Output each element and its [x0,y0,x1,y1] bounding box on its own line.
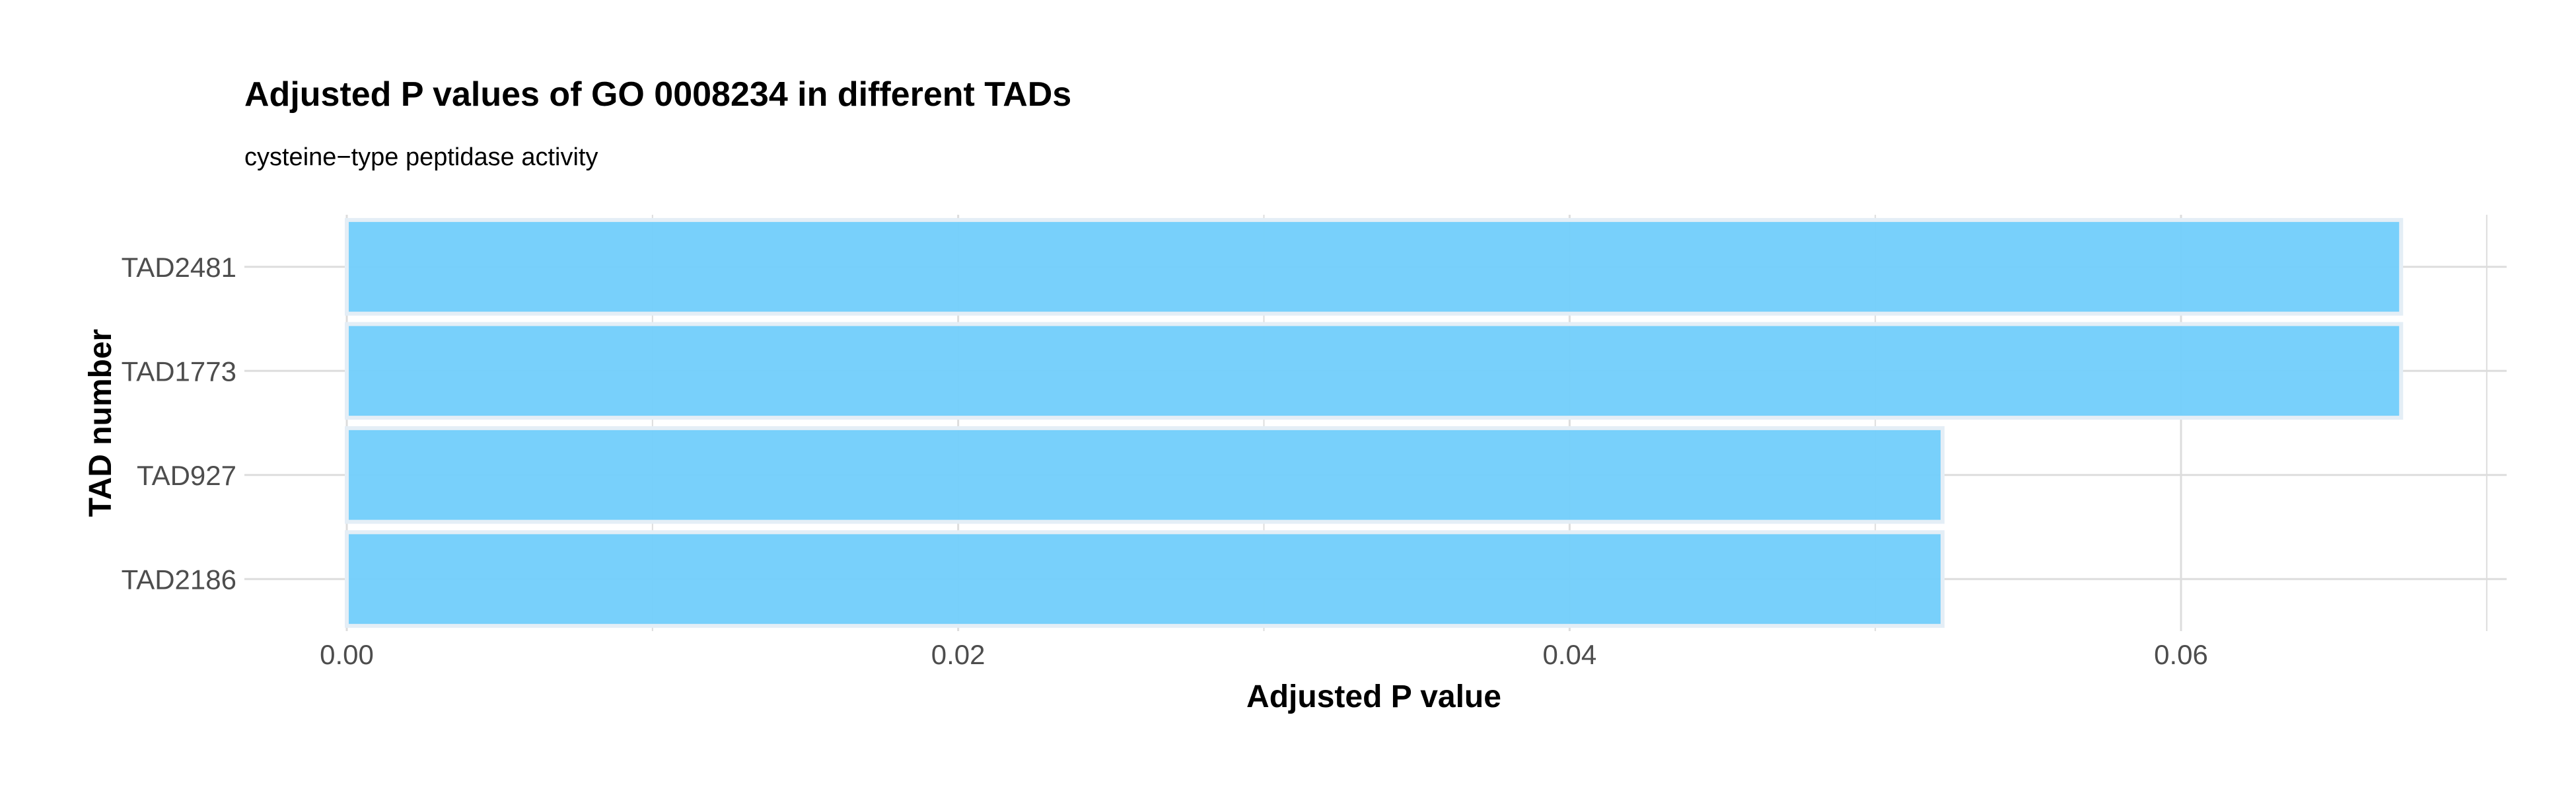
bar-tad2186 [345,530,1945,628]
x-tick-label: 0.00 [320,639,374,670]
y-tick-labels: TAD2481 TAD1773 TAD927 TAD2186 [122,252,236,595]
x-tick-label: 0.06 [2154,639,2208,670]
bar-tad1773 [345,322,2404,420]
x-axis-title: Adjusted P value [1246,679,1501,714]
chart-subtitle: cysteine−type peptidase activity [244,143,598,171]
bar-tad2481 [345,217,2404,316]
x-tick-label: 0.02 [931,639,985,670]
y-axis-title: TAD number [83,329,118,517]
x-tick-labels: 0.00 0.02 0.04 0.06 [320,639,2208,670]
chart-title: Adjusted P values of GO 0008234 in diffe… [244,75,1071,114]
y-tick-label: TAD1773 [122,356,236,387]
y-tick-label: TAD927 [137,460,236,491]
x-tick-label: 0.04 [1542,639,1596,670]
bar-tad927 [345,426,1945,524]
y-tick-label: TAD2481 [122,252,236,283]
bars [345,217,2404,628]
y-tick-label: TAD2186 [122,564,236,595]
